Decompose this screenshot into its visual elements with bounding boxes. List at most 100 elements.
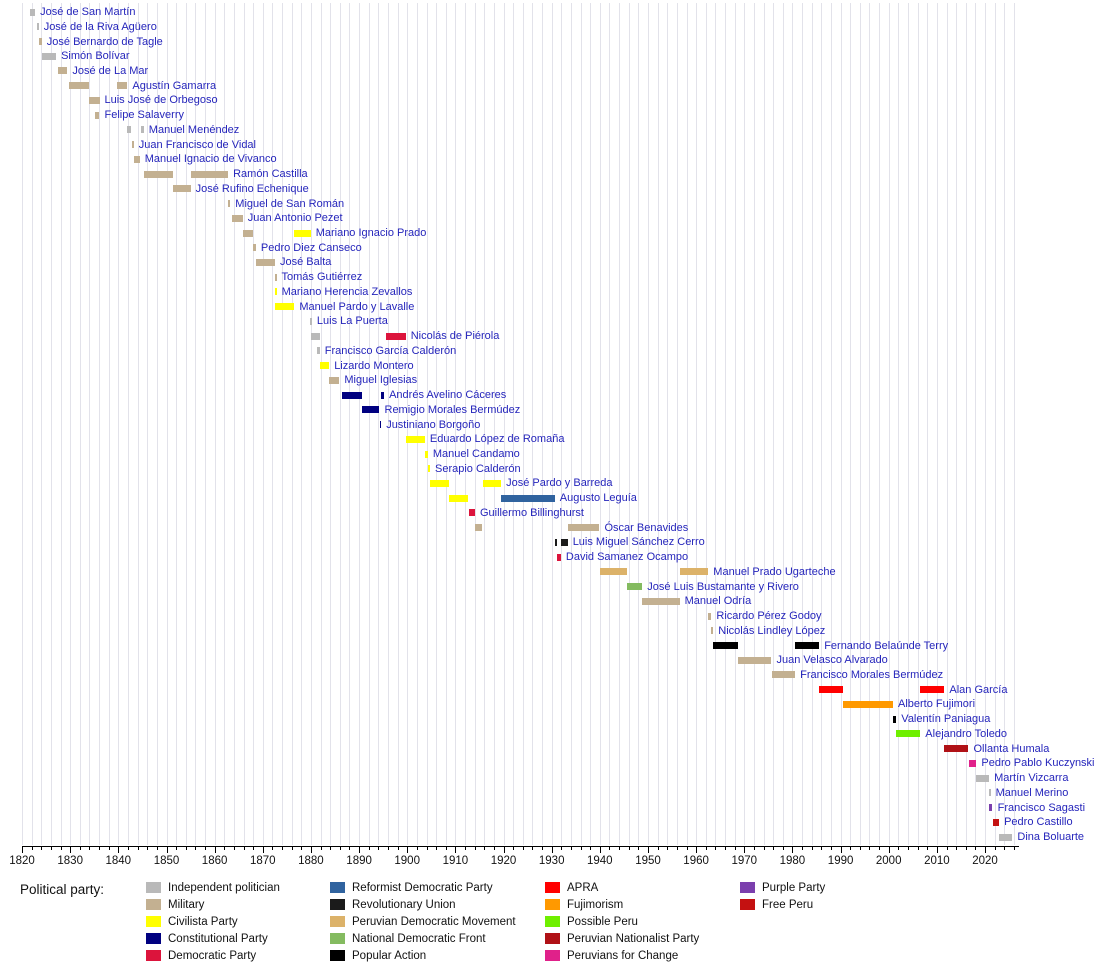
president-label: Juan Velasco Alvarado [776, 654, 888, 667]
minor-tick [782, 847, 784, 850]
president-label: Martín Vizcarra [994, 772, 1069, 785]
legend-swatch-reformist [330, 882, 345, 893]
minor-tick [667, 847, 669, 850]
gridline [291, 3, 293, 845]
minor-tick [619, 847, 621, 850]
president-label: Agustín Gamarra [132, 79, 217, 92]
gridline [368, 3, 370, 845]
minor-tick [715, 847, 717, 850]
gridline [734, 3, 736, 845]
term-bar [711, 627, 714, 635]
gridline [70, 3, 72, 845]
minor-tick [330, 847, 332, 850]
term-bar [992, 818, 1000, 826]
president-label: Alan García [949, 683, 1008, 696]
term-bar [679, 568, 709, 576]
minor-tick [41, 847, 43, 850]
minor-tick [185, 847, 187, 850]
gridline [879, 3, 881, 845]
minor-tick [436, 847, 438, 850]
legend-label-ndf: National Democratic Front [352, 933, 486, 945]
gridline [378, 3, 380, 845]
president-label: Juan Francisco de Vidal [138, 138, 256, 151]
gridline [513, 3, 515, 845]
minor-tick [802, 847, 803, 850]
gridline [859, 3, 861, 845]
president-label: Serapio Calderón [435, 462, 521, 475]
minor-tick [1004, 847, 1006, 850]
term-bar [989, 789, 991, 797]
president-label: Manuel Pardo y Lavalle [299, 300, 415, 313]
gridline [455, 3, 457, 845]
gridline [224, 3, 226, 845]
term-bar [738, 656, 772, 664]
axis-tick-label: 1940 [587, 855, 613, 867]
gridline [590, 3, 592, 845]
gridline [956, 3, 958, 845]
term-bar [143, 170, 173, 178]
gridline [792, 3, 794, 845]
gridline [79, 3, 81, 845]
axis-tick-label: 1860 [201, 855, 228, 867]
term-bar [567, 524, 600, 532]
minor-tick [195, 847, 197, 850]
president-label: Juan Antonio Pezet [247, 212, 343, 225]
minor-tick [542, 847, 543, 850]
major-tick [599, 847, 601, 853]
gridline [262, 3, 264, 845]
gridline [282, 3, 283, 845]
minor-tick [243, 847, 245, 850]
major-tick [985, 847, 986, 853]
major-tick [840, 847, 842, 853]
term-bar [37, 23, 39, 31]
president-label: Andrés Avelino Cáceres [389, 389, 507, 401]
axis-tick-label: 1850 [153, 855, 180, 867]
president-label: Valentín Paniagua [901, 713, 991, 726]
minor-tick [301, 847, 303, 850]
axis-tick-label: 1830 [57, 855, 83, 867]
legend-label-popular_action: Popular Action [352, 950, 427, 962]
term-bar [642, 597, 680, 605]
gridline [60, 3, 62, 845]
legend-label-fujimorism: Fujimorism [567, 899, 624, 911]
minor-tick [474, 847, 476, 850]
term-bar [294, 229, 311, 237]
minor-tick [1013, 847, 1015, 850]
term-bar [255, 258, 275, 266]
president-label: Luis Miguel Sánchez Cerro [572, 536, 705, 549]
minor-tick [869, 847, 871, 850]
minor-tick [79, 847, 81, 850]
gridline [753, 3, 755, 845]
term-bar [310, 332, 320, 340]
axis-tick-label: 1840 [105, 855, 132, 867]
president-label: Mariano Ignacio Prado [315, 227, 427, 239]
term-bar [310, 317, 312, 325]
gridline [407, 3, 409, 845]
gridline [667, 3, 669, 845]
x-axis-line [22, 846, 1019, 847]
gridline [965, 3, 967, 845]
gridline [696, 3, 698, 845]
minor-tick [570, 847, 572, 850]
legend-swatch-independent [146, 882, 161, 893]
minor-tick [917, 847, 919, 850]
major-tick [262, 847, 264, 853]
term-bar [708, 612, 712, 620]
gridline [330, 3, 332, 845]
president-label: Francisco García Calderón [324, 344, 457, 357]
president-label: Alberto Fujimori [898, 698, 976, 711]
axis-tick-label: 2000 [875, 855, 902, 867]
minor-tick [676, 847, 678, 850]
president-label: José Luis Bustamante y Rivero [647, 580, 799, 593]
minor-tick [465, 847, 466, 850]
minor-tick [445, 847, 447, 850]
president-label: Pedro Pablo Kuczynski [981, 757, 1095, 770]
gridline [908, 3, 909, 845]
president-label: Augusto Leguía [559, 492, 637, 505]
president-label: Ramón Castilla [233, 168, 308, 181]
minor-tick [282, 847, 283, 850]
president-label: Óscar Benavides [604, 521, 689, 534]
term-bar [341, 391, 362, 399]
legend-label-democratic: Democratic Party [168, 950, 257, 962]
